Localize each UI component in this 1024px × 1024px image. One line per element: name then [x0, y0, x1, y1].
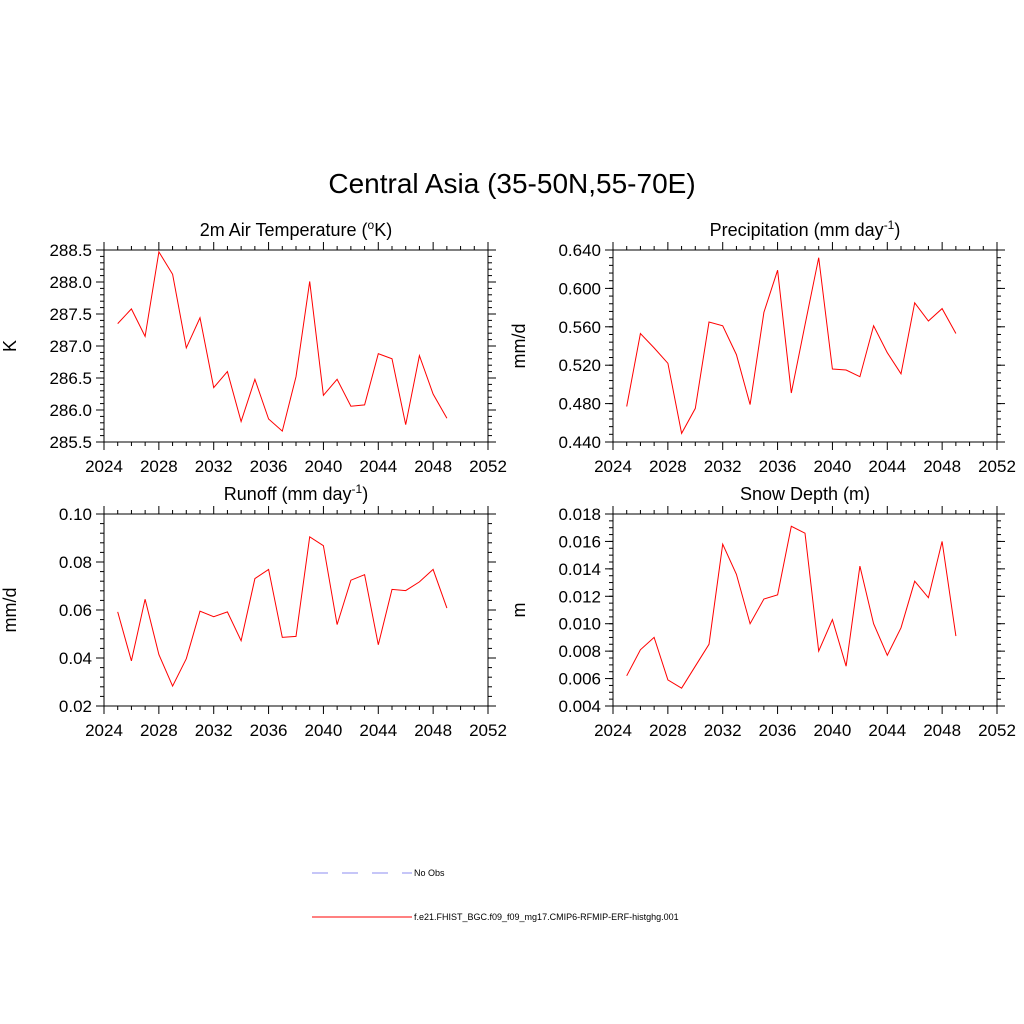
- temperature-series-line: [117, 250, 448, 433]
- snow-depth-title: Snow Depth (m): [740, 484, 870, 504]
- snow-depth-plot-frame: [612, 513, 998, 707]
- runoff-x-tick-label: 2024: [85, 721, 123, 740]
- snow-depth-x-tick-label: 2048: [923, 721, 961, 740]
- precipitation-x-tick-label: 2036: [759, 457, 797, 476]
- snow-depth-x-tick-label: 2028: [649, 721, 687, 740]
- temperature-title-suffix: K): [374, 220, 392, 240]
- snow-depth-y-axis-label: m: [509, 603, 529, 618]
- runoff-x-tick-label: 2028: [140, 721, 178, 740]
- temperature-y-axis-label: K: [0, 340, 20, 352]
- runoff-x-tick-label: 2044: [359, 721, 397, 740]
- precipitation-x-tick-label: 2032: [704, 457, 742, 476]
- snow-depth-y-tick-label: 0.016: [558, 532, 601, 551]
- snow-depth-y-tick-label: 0.008: [558, 642, 601, 661]
- precipitation-x-tick-label: 2048: [923, 457, 961, 476]
- legend-model-label: f.e21.FHIST_BGC.f09_f09_mg17.CMIP6-RFMIP…: [414, 912, 679, 922]
- runoff-plot-frame: [103, 513, 489, 707]
- temperature-y-tick-label: 286.0: [49, 401, 92, 420]
- precipitation-y-tick-label: 0.440: [558, 433, 601, 452]
- snow-depth-y-tick-label: 0.010: [558, 615, 601, 634]
- precipitation-y-axis-label: mm/d: [509, 324, 529, 369]
- temperature-x-tick-label: 2036: [250, 457, 288, 476]
- runoff-series-line: [117, 535, 448, 688]
- precipitation-plot-frame: [612, 249, 998, 443]
- temperature-panel: 2m Air Temperature (oK) K 2024 2028 2032 2036…: [0, 218, 507, 476]
- temperature-x-tick-label: 2040: [305, 457, 343, 476]
- temperature-title-main: 2m Air Temperature (: [200, 220, 368, 240]
- runoff-x-tick-label: 2048: [414, 721, 452, 740]
- precipitation-y-tick-label: 0.480: [558, 395, 601, 414]
- runoff-y-tick-label: 0.02: [59, 697, 92, 716]
- page-title: Central Asia (35-50N,55-70E): [328, 168, 696, 199]
- precipitation-panel: Precipitation (mm day-1) mm/d 2024 2028 2032…: [509, 218, 1016, 476]
- precipitation-title-suffix: ): [894, 220, 900, 240]
- runoff-y-tick-label: 0.10: [59, 505, 92, 524]
- temperature-x-tick-label: 2052: [469, 457, 507, 476]
- runoff-x-tick-label: 2032: [195, 721, 233, 740]
- snow-depth-y-tick-label: 0.004: [558, 697, 601, 716]
- runoff-y-tick-label: 0.08: [59, 553, 92, 572]
- snow-depth-y-tick-label: 0.014: [558, 560, 601, 579]
- runoff-title-suffix: ): [362, 484, 368, 504]
- snow-depth-series-line: [626, 525, 957, 689]
- precipitation-title-main: Precipitation (mm day: [710, 220, 884, 240]
- precipitation-y-tick-label: 0.520: [558, 356, 601, 375]
- precipitation-x-tick-label: 2024: [594, 457, 632, 476]
- snow-depth-title-main: Snow Depth (m): [740, 484, 870, 504]
- snow-depth-y-tick-label: 0.006: [558, 670, 601, 689]
- runoff-x-tick-label: 2040: [305, 721, 343, 740]
- runoff-y-tick-label: 0.04: [59, 649, 92, 668]
- snow-depth-x-tick-label: 2024: [594, 721, 632, 740]
- precipitation-y-tick-label: 0.560: [558, 318, 601, 337]
- runoff-title-superscript: -1: [352, 482, 363, 496]
- temperature-y-tick-label: 288.0: [49, 273, 92, 292]
- legend-obs-label: No Obs: [414, 868, 445, 878]
- temperature-y-tick-label: 288.5: [49, 241, 92, 260]
- runoff-panel: Runoff (mm day-1) mm/d 2024 2028 2032 2036 204…: [0, 482, 507, 740]
- temperature-x-tick-label: 2028: [140, 457, 178, 476]
- temperature-x-tick-label: 2032: [195, 457, 233, 476]
- snow-depth-y-tick-label: 0.018: [558, 505, 601, 524]
- precipitation-series-line: [626, 257, 957, 435]
- temperature-title: 2m Air Temperature (oK): [200, 218, 392, 240]
- precipitation-x-tick-label: 2052: [978, 457, 1016, 476]
- runoff-title: Runoff (mm day-1): [224, 482, 368, 504]
- temperature-y-tick-label: 285.5: [49, 433, 92, 452]
- temperature-title-superscript: o: [368, 218, 375, 232]
- precipitation-y-tick-label: 0.600: [558, 279, 601, 298]
- snow-depth-x-tick-label: 2052: [978, 721, 1016, 740]
- snow-depth-x-tick-label: 2032: [704, 721, 742, 740]
- temperature-x-tick-label: 2048: [414, 457, 452, 476]
- runoff-title-main: Runoff (mm day: [224, 484, 352, 504]
- runoff-y-axis-label: mm/d: [0, 588, 20, 633]
- snow-depth-x-tick-label: 2044: [868, 721, 906, 740]
- precipitation-x-tick-label: 2028: [649, 457, 687, 476]
- snow-depth-x-tick-label: 2040: [814, 721, 852, 740]
- runoff-x-tick-label: 2036: [250, 721, 288, 740]
- runoff-x-tick-label: 2052: [469, 721, 507, 740]
- temperature-y-tick-label: 286.5: [49, 369, 92, 388]
- runoff-y-tick-label: 0.06: [59, 601, 92, 620]
- precipitation-x-tick-label: 2044: [868, 457, 906, 476]
- precipitation-title-superscript: -1: [884, 218, 895, 232]
- temperature-plot-frame: [103, 249, 489, 443]
- temperature-y-tick-label: 287.0: [49, 337, 92, 356]
- temperature-y-tick-label: 287.5: [49, 305, 92, 324]
- legend: No Obs f.e21.FHIST_BGC.f09_f09_mg17.CMIP…: [312, 868, 679, 922]
- precipitation-x-tick-label: 2040: [814, 457, 852, 476]
- temperature-x-tick-label: 2044: [359, 457, 397, 476]
- snow-depth-x-tick-label: 2036: [759, 721, 797, 740]
- precipitation-y-tick-label: 0.640: [558, 241, 601, 260]
- temperature-x-tick-label: 2024: [85, 457, 123, 476]
- precipitation-title: Precipitation (mm day-1): [710, 218, 901, 240]
- snow-depth-panel: Snow Depth (m) m 2024 2028 2032 2036 2040 2044 2…: [509, 484, 1016, 740]
- snow-depth-y-tick-label: 0.012: [558, 587, 601, 606]
